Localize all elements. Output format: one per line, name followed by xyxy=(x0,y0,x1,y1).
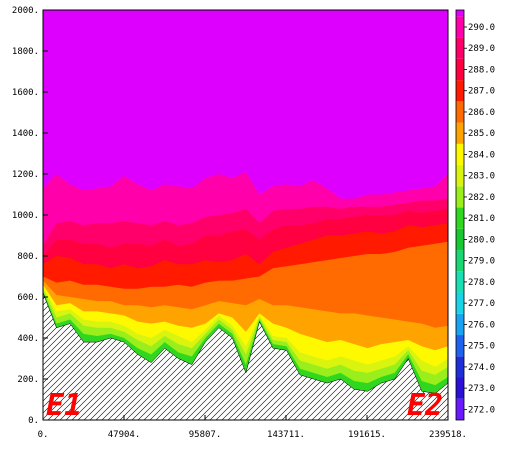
annotation-e2: E2 xyxy=(407,388,443,423)
colorbar-label: 276.0 xyxy=(468,320,495,330)
colorbar-swatch xyxy=(456,250,464,272)
x-axis: 0. 47904. 95807. 143711. 191615. 239518. xyxy=(38,415,467,440)
colorbar-label: 290.0 xyxy=(468,23,495,33)
colorbar-label: 280.0 xyxy=(468,235,495,245)
y-tick-label: 1400. xyxy=(12,129,39,139)
colorbar-label: 282.0 xyxy=(468,193,495,203)
colorbar-label: 285.0 xyxy=(468,129,495,139)
y-tick-label: 1600. xyxy=(12,88,39,98)
colorbar-label: 273.0 xyxy=(468,384,495,394)
colorbar: 272.0 273.0 274.0 275.0 276.0 277.0 278.0 279.0… xyxy=(455,9,495,421)
colorbar-label: 287.0 xyxy=(468,87,495,97)
y-tick-label: 1800. xyxy=(12,47,39,57)
colorbar-swatch xyxy=(456,356,464,378)
terrain-hatch xyxy=(43,292,448,420)
colorbar-label: 288.0 xyxy=(468,65,495,75)
colorbar-label: 283.0 xyxy=(468,172,495,182)
colorbar-swatch xyxy=(456,271,464,293)
colorbar-label: 281.0 xyxy=(468,214,495,224)
y-tick-label: 1200. xyxy=(12,170,39,180)
colorbar-swatch xyxy=(456,398,464,420)
colorbar-swatch xyxy=(456,10,464,17)
colorbar-swatch xyxy=(456,228,464,251)
y-tick-label: 400. xyxy=(17,334,39,344)
colorbar-swatch xyxy=(456,313,464,336)
colorbar-swatch xyxy=(456,37,464,59)
colorbar-swatch xyxy=(456,377,464,399)
colorbar-swatch xyxy=(456,16,464,38)
x-tick-label: 239518. xyxy=(429,430,467,440)
y-axis: 0. 200. 400. 600. 800. 1000. 1200. 1400. 1600. 18… xyxy=(12,6,48,426)
colorbar-swatch xyxy=(456,101,464,123)
colorbar-label: 279.0 xyxy=(468,257,495,267)
x-tick-label: 143711. xyxy=(267,430,305,440)
colorbar-label: 286.0 xyxy=(468,108,495,118)
y-tick-label: 600. xyxy=(17,293,39,303)
colorbar-swatch xyxy=(456,122,464,144)
y-tick-label: 0. xyxy=(28,416,39,426)
colorbar-label: 278.0 xyxy=(468,278,495,288)
x-tick-label: 95807. xyxy=(189,430,222,440)
colorbar-label: 272.0 xyxy=(468,405,495,415)
colorbar-swatch xyxy=(456,292,464,314)
y-tick-label: 1000. xyxy=(12,211,39,221)
colorbar-swatch xyxy=(456,143,464,166)
colorbar-swatch xyxy=(456,80,464,102)
colorbar-frame xyxy=(455,9,465,421)
colorbar-label: 274.0 xyxy=(468,363,495,373)
x-tick-label: 47904. xyxy=(108,430,141,440)
colorbar-swatch xyxy=(456,186,464,208)
annotation-e1: E1 xyxy=(46,388,82,423)
colorbar-swatch xyxy=(456,335,464,357)
colorbar-swatch xyxy=(456,165,464,187)
colorbar-label: 289.0 xyxy=(468,44,495,54)
y-tick-label: 2000. xyxy=(12,6,39,16)
colorbar-swatch xyxy=(456,207,464,229)
colorbar-label: 284.0 xyxy=(468,150,495,160)
y-tick-label: 800. xyxy=(17,252,39,262)
x-tick-label: 0. xyxy=(38,430,49,440)
x-tick-label: 191615. xyxy=(348,430,386,440)
colorbar-label: 275.0 xyxy=(468,342,495,352)
y-tick-label: 200. xyxy=(17,375,39,385)
colorbar-label: 277.0 xyxy=(468,299,495,309)
colorbar-swatch xyxy=(456,58,464,81)
